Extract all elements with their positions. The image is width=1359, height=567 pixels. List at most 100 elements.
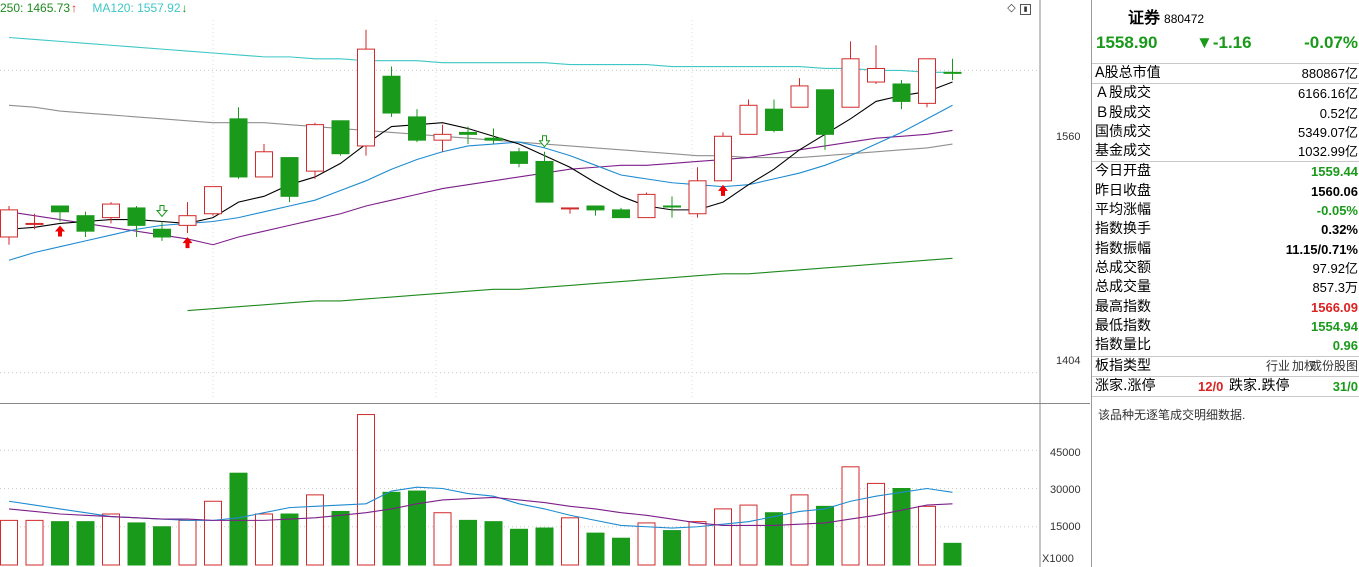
- volume-bar: [841, 466, 860, 566]
- stat-value: 5349.07亿: [1298, 124, 1358, 140]
- candle-body: [714, 135, 732, 182]
- sector-type-label: 板指类型: [1095, 358, 1151, 374]
- volume-ma10-line: [8, 496, 953, 527]
- volume-axis-label: 30000: [1050, 484, 1081, 496]
- quote-stat-row: 指数量比 0.96: [1092, 336, 1359, 355]
- candle-body: [433, 133, 452, 141]
- candle-body: [51, 205, 69, 213]
- candle-body: [561, 207, 579, 210]
- candle-body: [484, 137, 503, 141]
- candle-body: [306, 124, 324, 172]
- ma-legend: 250: 1465.73↑ MA120: 1557.92↓: [0, 1, 192, 15]
- stat-label: 昨日收盘: [1095, 182, 1151, 199]
- candle-body: [535, 160, 554, 203]
- volume-bar: [51, 521, 69, 566]
- security-title: 证券 880472: [1128, 4, 1204, 28]
- ma250-legend-text: 250: 1465.73: [0, 1, 71, 15]
- candle-body: [102, 203, 120, 219]
- ma250-legend: 250: 1465.73↑: [0, 1, 77, 15]
- volume-bar: [357, 414, 375, 566]
- volume-bar: [76, 521, 95, 566]
- stat-value: 1566.09: [1311, 299, 1358, 315]
- candle-body: [765, 108, 783, 131]
- candle-body: [688, 180, 707, 215]
- candle-body: [867, 67, 885, 83]
- stat-value: 0.32%: [1321, 222, 1358, 238]
- volume-bar: [229, 472, 248, 566]
- weighted-link[interactable]: 加权: [1291, 359, 1316, 373]
- candle-body: [357, 48, 375, 147]
- volume-bar: [484, 521, 503, 566]
- candle-body: [153, 228, 171, 238]
- volume-bar: [535, 527, 554, 566]
- stat-value: 1554.94: [1311, 318, 1358, 334]
- volume-bar: [816, 505, 834, 566]
- stat-value: 6166.16亿: [1298, 86, 1358, 102]
- window-icon[interactable]: ▮: [1020, 4, 1031, 15]
- kline-chart-area[interactable]: 250: 1465.73↑ MA120: 1557.92↓ ◇ ▮ 1560 14…: [0, 0, 1090, 567]
- price-axis-label: 1560: [1056, 131, 1081, 143]
- stat-label: 最低指数: [1095, 317, 1151, 334]
- volume-bar: [663, 530, 681, 566]
- quote-stat-list: A股总市值 880867亿 Ａ股成交 6166.16亿 Ｂ股成交 0.52亿 国债成交 534…: [1092, 63, 1359, 355]
- volume-ma5-line: [8, 486, 953, 529]
- volume-bar: [918, 505, 936, 566]
- volume-bar: [102, 513, 120, 566]
- quote-stat-row: 国债成交 5349.07亿: [1092, 123, 1359, 142]
- buy-arrow-icon: [718, 184, 728, 196]
- quote-stat-row: 指数换手 0.32%: [1092, 220, 1359, 239]
- diamond-icon[interactable]: ◇: [1007, 2, 1016, 14]
- stat-value: 1559.44: [1311, 164, 1358, 180]
- decliners-label: 跌家.跌停: [1229, 378, 1290, 394]
- constituents-link[interactable]: 成份股图: [1309, 359, 1358, 373]
- volume-bar: [739, 504, 758, 566]
- stat-value: -0.05%: [1316, 203, 1358, 219]
- ma120-line: [8, 36, 953, 73]
- candle-body: [918, 58, 936, 104]
- limit-row: 涨家.涨停 12/0 跌家.跌停 31/0: [1092, 376, 1359, 398]
- candle-body: [892, 83, 911, 102]
- stat-value: 11.15/0.71%: [1285, 241, 1358, 257]
- candle-body: [229, 118, 248, 178]
- candlestick-chart[interactable]: [0, 0, 1090, 567]
- quote-panel: 证券 880472 1558.90 ▼-1.16 -0.07% A股总市值 8808…: [1091, 0, 1359, 567]
- price-change: ▼-1.16: [1196, 33, 1252, 52]
- stat-value: 1560.06: [1311, 183, 1358, 199]
- quote-stat-row: Ａ股成交 6166.16亿: [1092, 83, 1359, 103]
- price-quote-row: 1558.90 ▼-1.16 -0.07%: [1096, 33, 1358, 55]
- quote-stat-row: 指数振幅 11.15/0.71%: [1092, 240, 1359, 259]
- stat-label: 总成交额: [1095, 259, 1151, 276]
- volume-bar: [561, 517, 579, 566]
- volume-bar: [688, 521, 707, 566]
- quote-stat-row: A股总市值 880867亿: [1092, 63, 1359, 83]
- volume-bar: [255, 513, 273, 566]
- volume-bar: [204, 500, 222, 566]
- ma250-line: [187, 257, 953, 312]
- industry-link[interactable]: 行业: [1265, 359, 1290, 373]
- candle-body: [76, 215, 95, 232]
- volume-bar: [127, 522, 146, 566]
- stat-value: 97.92亿: [1312, 260, 1358, 276]
- stat-label: A股总市值: [1095, 65, 1161, 81]
- volume-bar: [892, 488, 911, 566]
- volume-bar: [612, 537, 630, 566]
- candle-body: [382, 75, 401, 114]
- candle-body: [178, 215, 197, 226]
- candle-body: [0, 209, 18, 238]
- buy-arrow-icon: [55, 225, 65, 237]
- candle-body: [612, 209, 630, 219]
- candle-body: [127, 207, 146, 226]
- volume-bar: [408, 490, 426, 566]
- security-name: 证券: [1128, 10, 1161, 27]
- tick-data-note: 该品种无逐笔成交明细数据.: [1098, 408, 1246, 422]
- last-price: 1558.90: [1096, 33, 1158, 52]
- volume-bar: [178, 519, 197, 566]
- stat-label: 指数换手: [1095, 221, 1151, 238]
- ma120-arrow: ↓: [181, 1, 188, 15]
- volume-bar: [25, 519, 44, 566]
- quote-stat-row: Ｂ股成交 0.52亿: [1092, 104, 1359, 123]
- ma10-line: [8, 104, 953, 261]
- volume-bar: [280, 513, 299, 566]
- decliners-value: 31/0: [1332, 379, 1358, 394]
- ma60-line: [8, 104, 953, 159]
